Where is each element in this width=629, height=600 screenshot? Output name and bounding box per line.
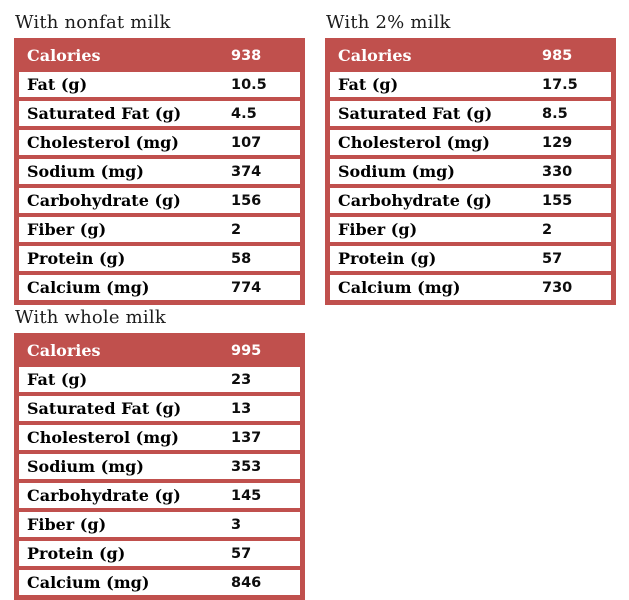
nutrient-label: Calcium (mg)	[338, 278, 461, 297]
nutrient-value: 129	[542, 135, 573, 151]
nutrition-table-group-whole-milk: With whole milk Calories 995 Fat (g) 23 Satu…	[14, 307, 305, 600]
table-title: With 2% milk	[326, 12, 451, 33]
table-row: Calcium (mg) 774	[16, 273, 303, 303]
nutrient-label: Calories	[27, 341, 101, 360]
nutrient-value: 8.5	[542, 106, 568, 122]
nutrient-value: 3	[231, 517, 242, 533]
table-row: Calcium (mg) 730	[327, 273, 614, 303]
table-row: Fat (g) 10.5	[16, 70, 303, 99]
table-row: Fat (g) 17.5	[327, 70, 614, 99]
nutrient-value: 57	[231, 546, 252, 562]
table-row: Carbohydrate (g) 155	[327, 186, 614, 215]
nutrient-value: 846	[231, 575, 262, 591]
table-row: Protein (g) 58	[16, 244, 303, 273]
nutrient-label: Fiber (g)	[27, 220, 107, 239]
nutrient-value: 2	[231, 222, 242, 238]
nutrient-value: 13	[231, 401, 252, 417]
nutrition-table-whole-milk: Calories 995 Fat (g) 23 Saturated Fat (g) 13 C…	[14, 333, 305, 600]
nutrient-value: 156	[231, 193, 262, 209]
nutrient-value: 107	[231, 135, 262, 151]
table-row: Calcium (mg) 846	[16, 568, 303, 598]
nutrient-label: Calcium (mg)	[27, 278, 150, 297]
table-row: Fat (g) 23	[16, 365, 303, 394]
nutrient-label: Cholesterol (mg)	[338, 133, 490, 152]
table-row: Saturated Fat (g) 8.5	[327, 99, 614, 128]
table-row: Cholesterol (mg) 137	[16, 423, 303, 452]
nutrient-value: 10.5	[231, 77, 267, 93]
nutrient-value: 985	[542, 48, 573, 64]
nutrient-value: 57	[542, 251, 563, 267]
table-row: Carbohydrate (g) 145	[16, 481, 303, 510]
table-row: Protein (g) 57	[16, 539, 303, 568]
table-title: With nonfat milk	[15, 12, 171, 33]
nutrient-label: Protein (g)	[27, 544, 126, 563]
table-row: Sodium (mg) 330	[327, 157, 614, 186]
nutrient-label: Cholesterol (mg)	[27, 428, 179, 447]
nutrient-value: 2	[542, 222, 553, 238]
table-row: Sodium (mg) 374	[16, 157, 303, 186]
nutrient-label: Calories	[27, 46, 101, 65]
table-row: Carbohydrate (g) 156	[16, 186, 303, 215]
table-row: Sodium (mg) 353	[16, 452, 303, 481]
nutrient-label: Fat (g)	[27, 75, 88, 94]
nutrition-table-nonfat-milk: Calories 938 Fat (g) 10.5 Saturated Fat (g) 4…	[14, 38, 305, 305]
nutrient-value: 17.5	[542, 77, 578, 93]
table-title: With whole milk	[15, 307, 166, 328]
nutrient-label: Fiber (g)	[338, 220, 418, 239]
nutrient-value: 353	[231, 459, 262, 475]
nutrient-value: 58	[231, 251, 252, 267]
nutrient-label: Fat (g)	[27, 370, 88, 389]
nutrition-table-group-2-percent-milk: With 2% milk Calories 985 Fat (g) 17.5 Satur…	[325, 12, 616, 305]
nutrition-table-2-percent-milk: Calories 985 Fat (g) 17.5 Saturated Fat (g) 8…	[325, 38, 616, 305]
nutrient-value: 330	[542, 164, 573, 180]
nutrient-label: Calcium (mg)	[27, 573, 150, 592]
nutrition-table-group-nonfat-milk: With nonfat milk Calories 938 Fat (g) 10.5 S…	[14, 12, 305, 305]
nutrient-label: Calories	[338, 46, 412, 65]
nutrient-value: 137	[231, 430, 262, 446]
table-row: Protein (g) 57	[327, 244, 614, 273]
nutrient-value: 374	[231, 164, 262, 180]
nutrient-label: Sodium (mg)	[27, 457, 144, 476]
nutrient-value: 145	[231, 488, 262, 504]
table-header-row: Calories 995	[16, 335, 303, 365]
nutrient-value: 938	[231, 48, 262, 64]
table-row: Fiber (g) 2	[327, 215, 614, 244]
nutrient-label: Cholesterol (mg)	[27, 133, 179, 152]
nutrient-label: Carbohydrate (g)	[338, 191, 492, 210]
table-header-row: Calories 985	[327, 40, 614, 70]
nutrient-label: Saturated Fat (g)	[338, 104, 493, 123]
nutrient-label: Carbohydrate (g)	[27, 191, 181, 210]
nutrient-label: Protein (g)	[338, 249, 437, 268]
nutrient-label: Sodium (mg)	[338, 162, 455, 181]
nutrient-label: Saturated Fat (g)	[27, 104, 182, 123]
nutrient-value: 155	[542, 193, 573, 209]
table-row: Fiber (g) 2	[16, 215, 303, 244]
nutrient-value: 995	[231, 343, 262, 359]
table-row: Cholesterol (mg) 107	[16, 128, 303, 157]
nutrient-label: Sodium (mg)	[27, 162, 144, 181]
table-header-row: Calories 938	[16, 40, 303, 70]
nutrient-label: Fiber (g)	[27, 515, 107, 534]
nutrient-value: 774	[231, 280, 262, 296]
nutrient-label: Saturated Fat (g)	[27, 399, 182, 418]
table-row: Saturated Fat (g) 4.5	[16, 99, 303, 128]
nutrient-label: Carbohydrate (g)	[27, 486, 181, 505]
nutrient-value: 23	[231, 372, 252, 388]
nutrient-label: Protein (g)	[27, 249, 126, 268]
table-row: Fiber (g) 3	[16, 510, 303, 539]
nutrient-value: 730	[542, 280, 573, 296]
table-row: Cholesterol (mg) 129	[327, 128, 614, 157]
nutrient-label: Fat (g)	[338, 75, 399, 94]
nutrient-value: 4.5	[231, 106, 257, 122]
table-row: Saturated Fat (g) 13	[16, 394, 303, 423]
